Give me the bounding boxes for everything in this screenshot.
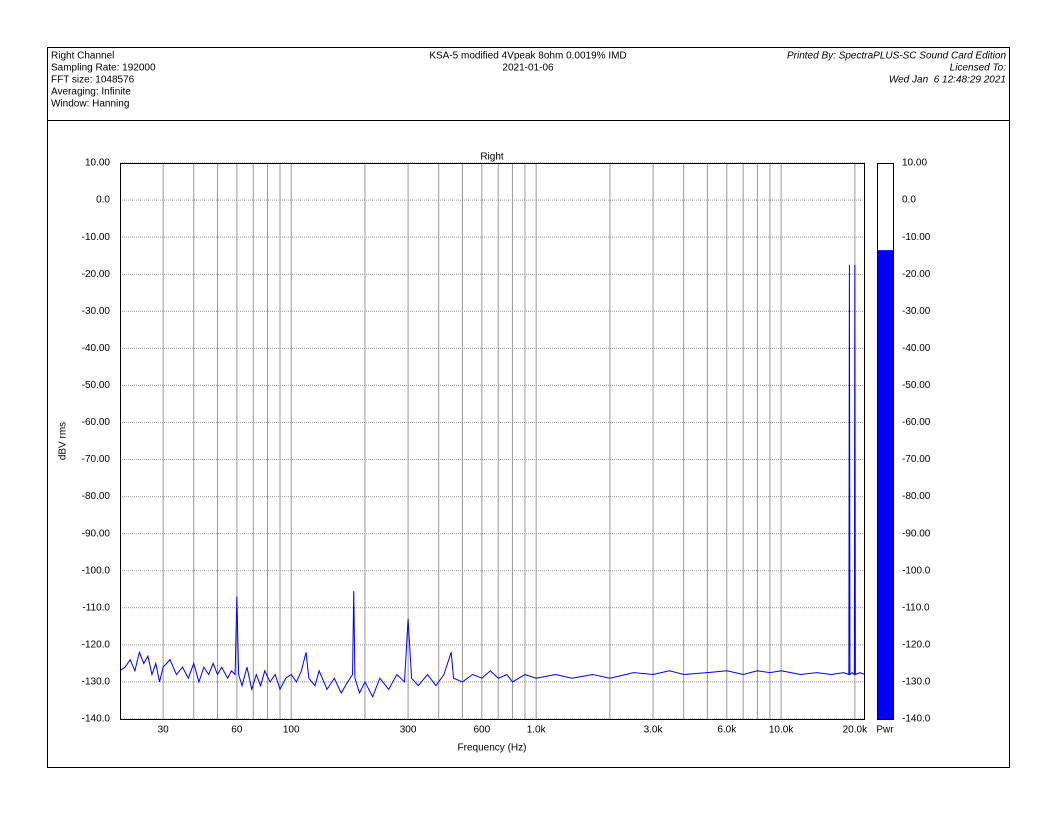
plot-area <box>120 163 865 719</box>
y-tick-label: 0.0 <box>96 195 110 206</box>
y-tick-label: -130.0 <box>82 677 111 688</box>
y-tick-label: -90.00 <box>82 528 111 539</box>
meter-label: Pwr <box>876 725 894 736</box>
header-left-line: Right Channel <box>51 51 114 62</box>
x-tick-label: 100 <box>283 725 300 736</box>
y-tick-label: -20.00 <box>82 269 111 280</box>
meter-tick-label: -20.00 <box>902 269 931 280</box>
x-tick-label: 30 <box>158 725 170 736</box>
meter-tick-label: 10.00 <box>902 158 927 169</box>
meter-tick-label: -60.00 <box>902 417 931 428</box>
x-axis-label: Frequency (Hz) <box>458 743 527 754</box>
header-right-line: Printed By: SpectraPLUS-SC Sound Card Ed… <box>787 51 1006 62</box>
meter-tick-label: -90.00 <box>902 528 931 539</box>
y-tick-label: -40.00 <box>82 343 111 354</box>
meter-tick-label: -120.0 <box>902 640 931 651</box>
y-tick-label: -70.00 <box>82 454 111 465</box>
header-right-line: Licensed To: <box>950 63 1007 74</box>
meter-bar <box>878 250 893 719</box>
frame <box>47 47 1010 768</box>
meter-tick-label: -40.00 <box>902 343 931 354</box>
meter-tick-label: -80.00 <box>902 491 931 502</box>
x-tick-label: 6.0k <box>717 725 737 736</box>
y-tick-label: -120.0 <box>82 640 111 651</box>
meter-tick-label: 0.0 <box>902 195 916 206</box>
header-center-line: KSA-5 modified 4Vpeak 8ohm 0.0019% IMD <box>429 51 626 62</box>
meter-tick-label: -110.0 <box>902 602 930 613</box>
header-left-line: Window: Hanning <box>51 99 129 110</box>
x-tick-label: 600 <box>473 725 490 736</box>
meter-tick-label: -140.0 <box>902 714 931 725</box>
x-tick-label: 10.0k <box>769 725 794 736</box>
y-tick-label: -100.0 <box>82 565 111 576</box>
meter-tick-label: -10.00 <box>902 232 931 243</box>
y-tick-label: -60.00 <box>82 417 111 428</box>
y-tick-label: -140.0 <box>82 714 111 725</box>
x-tick-label: 1.0k <box>527 725 547 736</box>
plot-border <box>120 163 865 720</box>
y-tick-label: -50.00 <box>82 380 111 391</box>
header-left-line: FFT size: 1048576 <box>51 75 135 86</box>
meter-tick-label: -100.0 <box>902 565 931 576</box>
header-right-line: Wed Jan 6 12:48:29 2021 <box>889 75 1006 86</box>
x-tick-label: 60 <box>231 725 243 736</box>
y-tick-label: -10.00 <box>82 232 111 243</box>
plot-title: Right <box>480 152 504 163</box>
meter-tick-label: -30.00 <box>902 306 931 317</box>
y-axis-label: dBV rms <box>58 422 69 460</box>
header-left-line: Sampling Rate: 192000 <box>51 63 156 74</box>
meter-tick-label: -70.00 <box>902 454 931 465</box>
x-tick-label: 20.0k <box>843 725 868 736</box>
y-tick-label: -80.00 <box>82 491 111 502</box>
header-left-line: Averaging: Infinite <box>51 87 131 98</box>
header-center-line: 2021-01-06 <box>502 63 554 74</box>
spectrum-line <box>119 264 866 698</box>
y-tick-label: -110.0 <box>82 602 110 613</box>
y-tick-label: -30.00 <box>82 306 111 317</box>
x-tick-label: 300 <box>400 725 417 736</box>
x-tick-label: 3.0k <box>644 725 664 736</box>
meter-tick-label: -130.0 <box>902 677 931 688</box>
meter-tick-label: -50.00 <box>902 380 931 391</box>
y-tick-label: 10.00 <box>85 158 110 169</box>
